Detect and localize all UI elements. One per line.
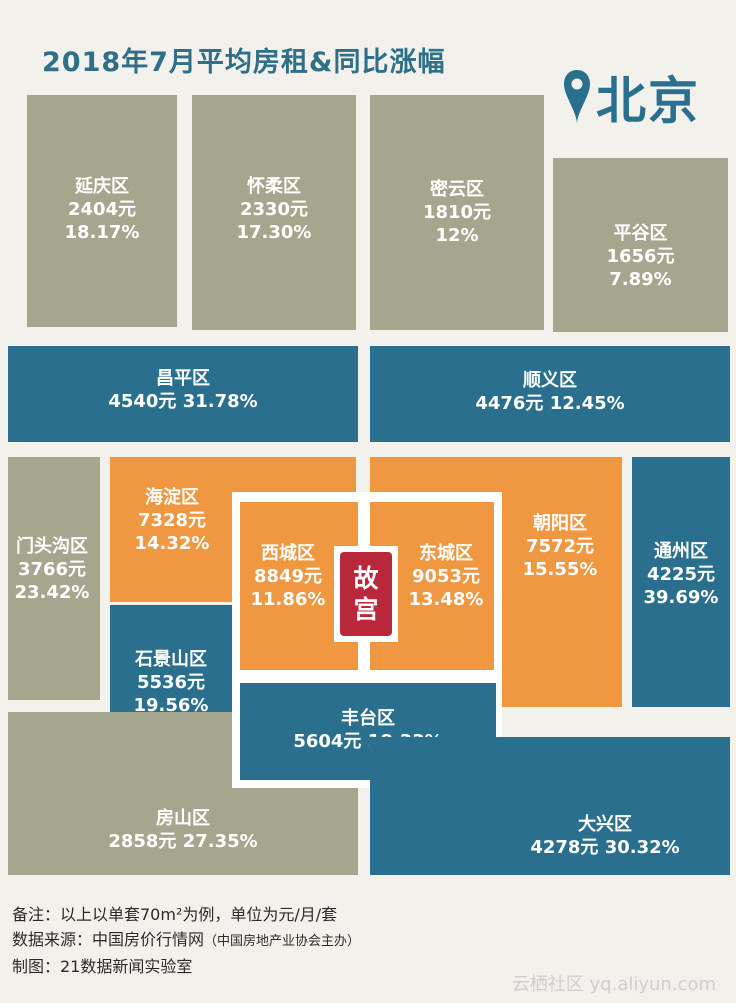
page-title: 2018年7月平均房租&同比涨幅: [42, 47, 446, 78]
district-name: 延庆区: [75, 176, 129, 197]
district-yanqing-label: 延庆区 2404元 18.17%: [27, 175, 177, 244]
note-source-text: 数据来源：中国房价行情网: [12, 930, 205, 949]
district-value: 4476元 12.45%: [475, 393, 625, 415]
gugong-char-2: 宫: [353, 595, 379, 624]
district-shunyi-label: 顺义区 4476元 12.45%: [370, 369, 730, 415]
district-growth: 11.86%: [250, 589, 326, 611]
footnotes: 备注：以上以单套70m²为例，单位为元/月/套 数据来源：中国房价行情网（中国房…: [12, 902, 360, 979]
note-source-sub: （中国房地产业协会主办）: [204, 934, 361, 949]
district-mentougou: [8, 457, 100, 700]
district-xicheng-label: 西城区 8849元 11.86%: [240, 542, 336, 611]
district-rent: 4225元: [646, 564, 716, 586]
district-daxing: [370, 737, 730, 875]
district-name: 昌平区: [156, 368, 210, 389]
district-rent: 8849元: [253, 566, 323, 588]
district-name: 西城区: [261, 543, 315, 564]
district-name: 朝阳区: [533, 513, 587, 534]
gugong-char-1: 故: [353, 563, 379, 593]
note-remark: 备注：以上以单套70m²为例，单位为元/月/套: [12, 905, 338, 924]
city-label: 北京: [562, 62, 700, 132]
district-name: 海淀区: [145, 487, 199, 508]
note-credit: 制图：21数据新闻实验室: [12, 957, 193, 976]
district-growth: 23.42%: [14, 582, 90, 604]
district-changping-label: 昌平区 4540元 31.78%: [8, 367, 358, 413]
district-rent: 7328元: [137, 510, 207, 532]
district-name: 丰台区: [341, 708, 395, 729]
district-growth: 17.30%: [236, 222, 312, 244]
watermark: 云栖社区 yq.aliyun.com: [511, 974, 716, 995]
location-pin-icon: [564, 70, 590, 124]
district-huairou-label: 怀柔区 2330元 17.30%: [192, 175, 356, 244]
district-name: 平谷区: [613, 223, 668, 244]
district-miyun: [370, 95, 544, 330]
district-haidian-lower: [110, 457, 234, 592]
district-growth: 7.89%: [609, 269, 672, 291]
district-name: 怀柔区: [247, 176, 301, 197]
district-value: 2858元 27.35%: [108, 831, 258, 853]
district-growth: 39.69%: [643, 587, 719, 609]
district-rent: 2404元: [67, 199, 137, 221]
district-name: 房山区: [156, 808, 210, 829]
district-name: 门头沟区: [16, 536, 88, 557]
district-miyun-label: 密云区 1810元 12%: [370, 178, 544, 247]
district-pinggu-label: 平谷区 1656元 7.89%: [553, 222, 728, 291]
district-name: 大兴区: [578, 814, 632, 835]
district-shijingshan-label: 石景山区 5536元 19.56%: [110, 648, 232, 717]
district-rent: 7572元: [525, 536, 595, 558]
district-mentougou-label: 门头沟区 3766元 23.42%: [0, 535, 104, 604]
district-name: 东城区: [419, 543, 473, 564]
district-tongzhou-label: 通州区 4225元 39.69%: [628, 540, 734, 609]
district-dongcheng-label: 东城区 9053元 13.48%: [398, 542, 494, 611]
note-source: 数据来源：中国房价行情网（中国房地产业协会主办）: [12, 927, 360, 954]
district-changping: [8, 346, 358, 442]
gugong-marker: 故 宫: [334, 546, 398, 642]
district-value: 4278元 30.32%: [530, 837, 680, 859]
district-daxing-label: 大兴区 4278元 30.32%: [480, 813, 730, 859]
district-growth: 12%: [435, 225, 479, 247]
district-growth: 14.32%: [134, 533, 210, 555]
district-name: 顺义区: [523, 370, 577, 391]
district-rent: 1656元: [606, 246, 675, 268]
district-rent: 3766元: [17, 559, 87, 581]
district-name: 石景山区: [135, 649, 207, 670]
district-rent: 9053元: [411, 566, 481, 588]
district-tongzhou: [632, 457, 730, 707]
district-fangshan-upper: [8, 712, 108, 792]
district-yanqing: [27, 95, 177, 327]
district-huairou: [192, 95, 356, 330]
district-growth: 15.55%: [522, 559, 598, 581]
district-daxing-top: [530, 737, 730, 747]
district-growth: 19.56%: [133, 695, 209, 717]
city-name: 北京: [596, 72, 700, 130]
district-pinggu: [553, 158, 728, 332]
district-rent: 1810元: [422, 202, 492, 224]
district-name: 密云区: [430, 179, 484, 200]
district-shunyi: [370, 346, 730, 442]
district-growth: 18.17%: [64, 222, 140, 244]
district-name: 通州区: [654, 541, 708, 562]
district-rent: 5536元: [136, 672, 206, 694]
district-value: 4540元 31.78%: [108, 391, 258, 413]
district-fangshan-label: 房山区 2858元 27.35%: [8, 807, 358, 853]
district-haidian-label: 海淀区 7328元 14.32%: [112, 486, 232, 555]
district-chaoyang-label: 朝阳区 7572元 15.55%: [500, 512, 620, 581]
district-growth: 13.48%: [408, 589, 484, 611]
district-rent: 2330元: [239, 199, 309, 221]
